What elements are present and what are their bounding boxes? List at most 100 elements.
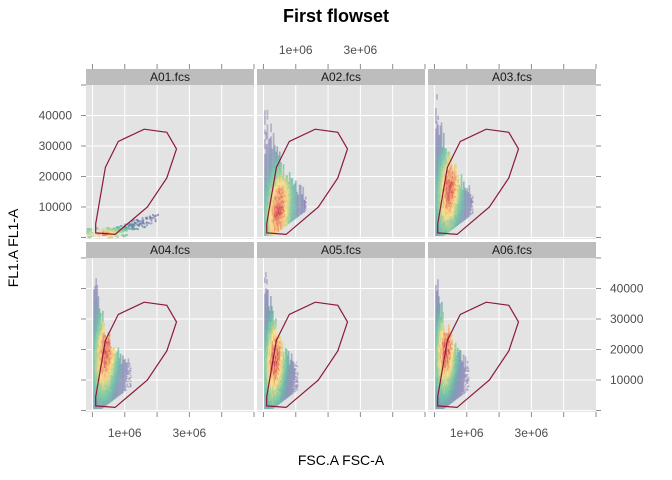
density-cell <box>123 388 125 390</box>
density-cell <box>288 179 291 182</box>
density-cell <box>100 329 103 334</box>
density-cell <box>290 369 293 371</box>
density-cell <box>453 392 456 395</box>
density-cell <box>112 347 114 350</box>
density-cell <box>265 387 267 394</box>
density-cell <box>290 364 293 367</box>
density-cell <box>465 215 467 217</box>
density-cell <box>114 364 116 366</box>
density-cell <box>275 390 278 393</box>
density-cell <box>460 364 463 366</box>
density-cell <box>448 351 451 355</box>
density-cell <box>303 210 306 212</box>
density-cell <box>455 200 457 203</box>
density-cell <box>460 194 463 197</box>
density-cell <box>99 342 102 347</box>
density-cell <box>157 213 160 216</box>
density-cell <box>107 379 110 382</box>
density-cell <box>457 188 460 191</box>
density-cell <box>126 364 129 366</box>
density-cell <box>454 397 457 400</box>
density-cell <box>452 181 455 184</box>
density-cell <box>293 381 296 383</box>
density-cell <box>455 214 457 218</box>
density-cell <box>264 202 266 207</box>
density-cell <box>103 352 105 356</box>
density-cell <box>458 184 461 187</box>
density-cell <box>284 350 287 353</box>
density-cell <box>286 184 289 187</box>
density-cell <box>444 148 446 152</box>
density-cell <box>292 184 295 187</box>
density-cell <box>286 373 289 375</box>
density-cell <box>296 205 298 207</box>
density-cell <box>435 304 437 309</box>
density-cell <box>122 391 124 394</box>
density-cell <box>272 160 275 165</box>
density-cell <box>462 219 465 221</box>
density-cell <box>456 216 458 219</box>
density-cell <box>447 327 450 331</box>
density-cell <box>115 373 118 376</box>
density-cell <box>100 382 103 386</box>
density-cell <box>287 359 290 362</box>
density-cell <box>270 361 272 366</box>
density-cell <box>436 368 438 373</box>
density-cell <box>272 215 275 220</box>
density-cell <box>141 222 144 225</box>
density-cell <box>277 391 280 394</box>
density-cell <box>278 391 281 394</box>
density-cell <box>437 357 439 363</box>
density-cell <box>293 216 296 219</box>
density-cell <box>460 213 463 216</box>
density-cell <box>468 209 471 211</box>
density-cell <box>137 220 140 223</box>
density-cell <box>272 363 274 368</box>
density-cell <box>106 373 109 376</box>
density-cell <box>286 371 289 374</box>
density-cell <box>287 197 290 200</box>
density-cell <box>460 365 463 368</box>
density-cell <box>280 162 282 165</box>
density-cell <box>286 379 289 382</box>
density-cell <box>450 360 453 364</box>
density-cell <box>271 349 273 354</box>
density-cell <box>274 352 277 356</box>
density-cell <box>463 371 466 373</box>
density-cell <box>467 204 470 206</box>
density-cell <box>444 228 446 232</box>
density-cell <box>110 395 113 398</box>
density-cell <box>276 166 279 170</box>
density-cell <box>283 382 286 385</box>
density-cell <box>267 187 270 192</box>
density-cell <box>296 191 298 193</box>
density-cell <box>277 193 280 197</box>
density-cell <box>446 362 449 366</box>
density-cell <box>435 375 437 381</box>
density-cell <box>452 361 455 364</box>
density-cell <box>110 397 113 400</box>
density-cell <box>459 205 462 207</box>
density-cell <box>291 216 293 219</box>
density-cell <box>437 320 439 326</box>
density-cell <box>460 376 463 378</box>
density-cell <box>455 373 458 376</box>
density-cell <box>277 399 280 402</box>
density-cell <box>270 184 272 189</box>
density-cell <box>465 197 467 199</box>
density-cell <box>269 198 271 203</box>
density-cell <box>266 153 269 159</box>
density-cell <box>117 360 120 363</box>
density-cell <box>437 315 439 321</box>
density-cell <box>279 395 282 398</box>
density-cell <box>447 160 450 164</box>
density-cell <box>273 182 276 187</box>
density-cell <box>113 355 115 358</box>
density-cell <box>304 207 307 209</box>
density-cell <box>459 350 462 353</box>
density-cell <box>297 198 300 200</box>
density-cell <box>449 219 452 223</box>
density-cell <box>466 200 468 203</box>
density-cell <box>282 393 285 396</box>
density-cell <box>93 309 95 315</box>
